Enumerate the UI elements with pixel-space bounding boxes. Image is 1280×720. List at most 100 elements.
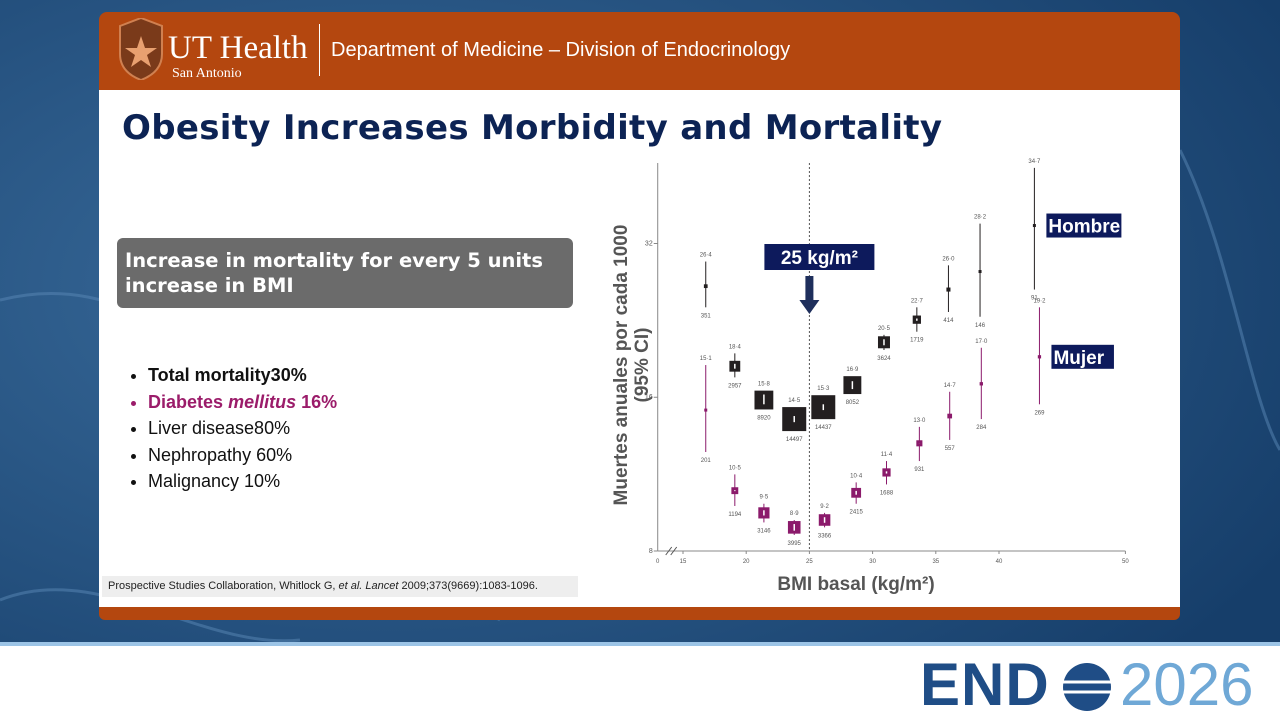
value-label: 28·2 xyxy=(974,215,987,221)
x-axis-label: BMI basal (kg/m²) xyxy=(777,574,934,595)
x-tick-label: 20 xyxy=(743,559,750,565)
value-label: 15·1 xyxy=(700,356,713,362)
count-label: 2415 xyxy=(849,510,863,516)
legend-label: Hombre xyxy=(1048,217,1120,238)
separator xyxy=(319,24,320,76)
value-label: 15·3 xyxy=(817,386,830,392)
bullet-text: Nephropathy 60% xyxy=(148,444,293,465)
value-label: 13·0 xyxy=(913,418,926,424)
globe-icon xyxy=(1063,663,1111,711)
count-label: 3366 xyxy=(818,533,832,539)
count-label: 14497 xyxy=(786,437,803,443)
slide-title: Obesity Increases Morbidity and Mortalit… xyxy=(122,108,943,148)
x-tick-label: 30 xyxy=(869,559,876,565)
count-label: 557 xyxy=(945,446,956,452)
value-label: 16·9 xyxy=(846,367,859,373)
value-label: 11·4 xyxy=(881,452,893,458)
value-label: 20·5 xyxy=(878,326,891,332)
count-label: 414 xyxy=(943,318,954,324)
reference-arrowhead xyxy=(799,300,820,314)
count-label: 201 xyxy=(701,458,712,464)
count-label: 3995 xyxy=(788,541,802,547)
legend-box xyxy=(1046,213,1122,238)
value-label: 18·4 xyxy=(729,344,742,350)
citation: Prospective Studies Collaboration, Whitl… xyxy=(102,576,578,597)
bullet: Diabetes mellitus 16% xyxy=(148,389,337,416)
citation-text: et al. xyxy=(338,580,363,592)
bullet-list: Total mortality30% Diabetes mellitus 16%… xyxy=(110,362,337,495)
bullet: Total mortality30% xyxy=(148,362,337,389)
x-tick-label: 25 xyxy=(806,559,813,565)
count-label: 3146 xyxy=(757,528,771,534)
point xyxy=(1032,224,1036,228)
bullet-text: Liver disease80% xyxy=(148,418,291,438)
citation-text: 2009;373(9669):1083-1096. xyxy=(401,580,538,592)
value-label: 8·9 xyxy=(790,511,799,517)
value-label: 15·8 xyxy=(758,382,771,388)
bullet-text: Total mortality30% xyxy=(148,365,307,385)
value-label: 10·5 xyxy=(729,465,742,471)
x-tick-label: 40 xyxy=(996,559,1003,565)
reference-label: 25 kg/m² xyxy=(781,248,858,269)
count-label: 2957 xyxy=(728,383,742,389)
logo-shield xyxy=(119,18,163,80)
value-label: 26·4 xyxy=(700,253,713,259)
bullet: Nephropathy 60% xyxy=(148,442,337,469)
y-axis-label: (95% CI) xyxy=(632,328,653,403)
value-label: 34·7 xyxy=(1028,159,1041,165)
count-label: 931 xyxy=(914,467,925,473)
legend-box xyxy=(1051,344,1114,369)
x-break-label: 0 xyxy=(656,559,660,565)
point xyxy=(978,270,982,274)
y-tick-label: 8 xyxy=(649,548,653,555)
footer-brand: END xyxy=(920,651,1050,718)
value-label: 9·5 xyxy=(760,495,769,501)
bullet: Liver disease80% xyxy=(148,415,337,442)
y-tick-label: 32 xyxy=(645,240,653,247)
bottom-strip xyxy=(99,607,1180,620)
count-label: 1194 xyxy=(728,512,742,518)
point xyxy=(704,408,708,412)
y-axis-label: Muertes anuales por cada 1000 xyxy=(611,225,632,506)
y-tick-label: 16 xyxy=(645,394,653,401)
bullet-text: mellitus xyxy=(228,391,297,412)
header-bar xyxy=(99,12,1180,90)
count-label: 8920 xyxy=(757,415,771,421)
footer-stripe xyxy=(0,642,1280,646)
footer-year: 2026 xyxy=(1120,651,1254,718)
value-label: 10·4 xyxy=(850,473,863,479)
callout: Increase in mortality for every 5 units … xyxy=(117,238,573,308)
citation-text: Lancet xyxy=(365,580,399,592)
value-label: 9·2 xyxy=(820,504,829,510)
slide-body xyxy=(99,90,1180,607)
value-label: 14·7 xyxy=(944,383,957,389)
point xyxy=(703,284,708,289)
count-label: 269 xyxy=(1034,410,1045,416)
logo-subtext: San Antonio xyxy=(172,66,242,81)
count-label: 91 xyxy=(1031,296,1038,302)
point xyxy=(979,382,983,386)
x-tick-label: 50 xyxy=(1122,559,1129,565)
value-label: 22·7 xyxy=(911,298,924,304)
bullet-text: Malignancy 10% xyxy=(148,471,281,491)
logo-text: UT Health xyxy=(168,30,308,66)
value-label: 19·2 xyxy=(1033,298,1046,304)
point xyxy=(1037,355,1042,359)
footer-stripe xyxy=(0,646,1280,650)
x-tick-label: 35 xyxy=(932,559,939,565)
count-label: 8052 xyxy=(846,400,860,406)
x-tick-label: 15 xyxy=(680,559,687,565)
department: Department of Medicine – Division of End… xyxy=(331,39,791,61)
point xyxy=(947,413,953,419)
reference-arrow xyxy=(805,276,814,300)
bullet: Malignancy 10% xyxy=(148,468,337,495)
count-label: 284 xyxy=(976,425,987,431)
count-label: 351 xyxy=(701,313,712,319)
axis-break xyxy=(665,546,678,556)
bullet-text: 16% xyxy=(301,391,338,412)
bullet-text: Diabetes xyxy=(148,391,224,412)
reference-label-box xyxy=(764,244,875,270)
value-label: 26·0 xyxy=(942,256,955,262)
